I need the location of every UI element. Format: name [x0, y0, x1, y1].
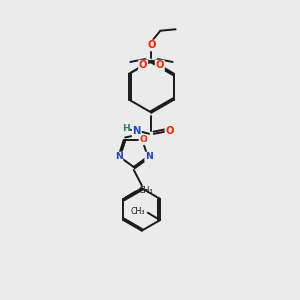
Text: H: H	[122, 124, 129, 133]
Text: N: N	[133, 126, 141, 136]
Text: O: O	[147, 40, 156, 50]
Text: N: N	[145, 152, 153, 161]
Text: O: O	[155, 61, 164, 70]
Text: N: N	[115, 152, 122, 161]
Text: O: O	[139, 61, 147, 70]
Text: CH₃: CH₃	[130, 207, 145, 216]
Text: CH₃: CH₃	[139, 185, 153, 194]
Text: O: O	[166, 126, 174, 136]
Text: O: O	[140, 135, 147, 144]
